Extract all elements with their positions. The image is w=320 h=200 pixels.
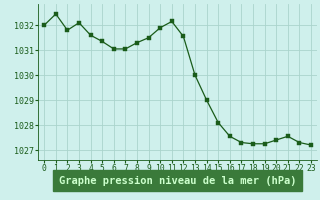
X-axis label: Graphe pression niveau de la mer (hPa): Graphe pression niveau de la mer (hPa)	[59, 176, 296, 186]
